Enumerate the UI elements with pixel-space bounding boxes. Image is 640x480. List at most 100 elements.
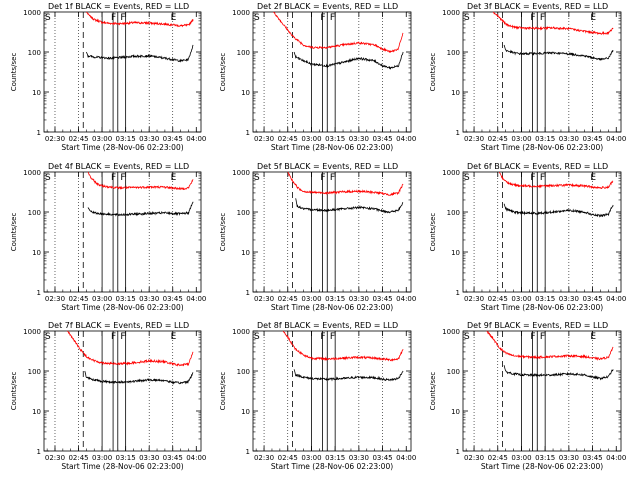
x-tick-label: 03:00 [92,454,112,462]
panel-title: Det 9f BLACK = Events, RED = LLD [467,321,608,330]
y-tick-label: 1 [37,289,41,297]
y-axis-label: Counts/sec [219,53,227,92]
x-tick-label: 03:30 [139,135,159,143]
event-marker-label: E [171,13,177,23]
y-tick-label: 1000 [442,9,460,17]
x-tick-label: 02:45 [68,295,88,303]
event-marker-label: F [530,173,535,183]
y-tick-label: 100 [28,49,41,57]
lld-rate-series-line [86,11,194,28]
x-tick-label: 03:00 [92,295,112,303]
x-axis-label: Start Time (28-Nov-06 02:23:00) [481,462,603,471]
x-tick-label: 02:45 [488,454,508,462]
y-tick-label: 100 [447,368,460,376]
chart-panel-9: Det 9f BLACK = Events, RED = LLD 1 10 100 10… [429,321,626,471]
chart-panel-6: Det 6f BLACK = Events, RED = LLD 1 10 100 10… [429,162,626,312]
chart-panel-4: Det 4f BLACK = Events, RED = LLD 1 10 100 10… [10,162,206,312]
plot-frame [252,330,412,452]
event-marker-label: E [590,173,596,183]
x-tick-label: 04:00 [606,295,626,303]
y-tick-label: 10 [32,408,41,416]
y-tick-label: 100 [237,368,250,376]
panel-title: Det 8f BLACK = Events, RED = LLD [257,321,398,330]
panel-title: Det 7f BLACK = Events, RED = LLD [48,321,189,330]
lld-rate-series-line [486,330,614,361]
y-tick-label: 10 [241,249,250,257]
events-rate-series-line [503,44,614,61]
event-marker-label: S [45,13,51,23]
x-tick-label: 03:15 [325,135,345,143]
event-marker-label: F [330,332,335,342]
events-rate-series-line [86,44,194,63]
y-tick-label: 1 [246,448,250,456]
y-tick-label: 1 [246,129,250,137]
events-rate-series-line [293,51,404,70]
y-tick-label: 1000 [23,169,41,177]
x-axis-label: Start Time (28-Nov-06 02:23:00) [61,303,183,312]
y-tick-label: 1 [37,448,41,456]
x-axis-label: Start Time (28-Nov-06 02:23:00) [271,143,393,152]
y-axis-label: Counts/sec [429,213,437,252]
y-tick-label: 100 [28,368,41,376]
event-marker-label: F [530,332,535,342]
y-tick-label: 10 [32,249,41,257]
event-marker-label: F [540,332,545,342]
plot-frame [252,171,412,293]
x-tick-label: 03:30 [349,135,369,143]
event-marker-label: S [254,13,260,23]
lld-rate-series-line [492,11,614,36]
lld-rate-series-line [498,171,614,190]
x-axis-label: Start Time (28-Nov-06 02:23:00) [481,303,603,312]
x-tick-label: 03:45 [582,295,602,303]
y-tick-label: 1000 [232,328,250,336]
x-tick-label: 03:15 [535,295,555,303]
x-tick-label: 04:00 [186,295,206,303]
y-tick-label: 1 [456,289,460,297]
plot-frame [43,330,202,452]
x-tick-label: 03:00 [92,135,112,143]
panel-title: Det 5f BLACK = Events, RED = LLD [257,162,398,171]
lld-rate-series-line [273,11,404,53]
x-tick-label: 02:45 [68,135,88,143]
y-axis-label: Counts/sec [10,53,18,92]
event-marker-label: S [45,332,51,342]
x-tick-label: 03:45 [582,135,602,143]
y-tick-label: 1 [246,289,250,297]
panel-title: Det 4f BLACK = Events, RED = LLD [48,162,189,171]
x-tick-label: 04:00 [606,454,626,462]
y-tick-label: 1000 [23,9,41,17]
panel-title: Det 3f BLACK = Events, RED = LLD [467,2,608,11]
x-tick-label: 03:00 [511,295,531,303]
plot-frame [43,11,202,133]
event-marker-label: E [590,332,596,342]
event-marker-label: F [320,13,325,23]
x-tick-label: 02:45 [278,454,298,462]
panel-title: Det 2f BLACK = Events, RED = LLD [257,2,398,11]
x-tick-label: 02:45 [278,135,298,143]
x-axis-label: Start Time (28-Nov-06 02:23:00) [61,462,183,471]
panel-title: Det 1f BLACK = Events, RED = LLD [48,2,189,11]
y-tick-label: 100 [447,209,460,217]
x-tick-label: 04:00 [396,295,416,303]
x-tick-label: 03:00 [301,135,321,143]
x-tick-label: 03:30 [139,454,159,462]
x-tick-label: 03:00 [511,135,531,143]
y-tick-label: 1000 [232,169,250,177]
plot-frame [43,171,202,293]
chart-panel-2: Det 2f BLACK = Events, RED = LLD 1 10 100 10… [219,2,416,152]
x-tick-label: 03:00 [511,454,531,462]
y-tick-label: 1 [456,129,460,137]
x-tick-label: 03:45 [372,454,392,462]
x-axis-label: Start Time (28-Nov-06 02:23:00) [481,143,603,152]
event-marker-label: F [120,332,125,342]
event-marker-label: F [530,13,535,23]
y-axis-label: Counts/sec [219,372,227,411]
events-rate-series-line [503,365,614,381]
event-marker-label: E [171,173,177,183]
x-tick-label: 02:45 [488,135,508,143]
chart-panel-8: Det 8f BLACK = Events, RED = LLD 1 10 100 10… [219,321,416,471]
lld-rate-series-line [87,171,194,191]
y-tick-label: 10 [451,249,460,257]
event-marker-label: F [120,173,125,183]
